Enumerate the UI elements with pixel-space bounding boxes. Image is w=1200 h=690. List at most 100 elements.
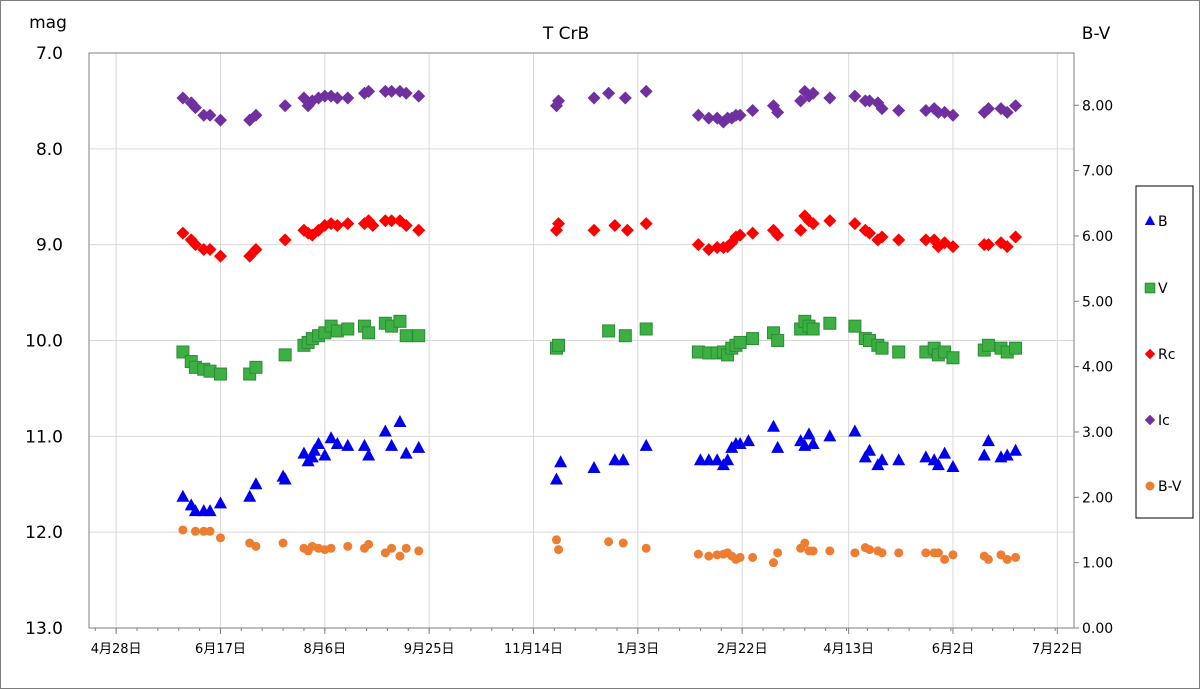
data-point-b-v bbox=[921, 548, 931, 558]
data-point-ic bbox=[946, 108, 960, 122]
data-point-b bbox=[1000, 448, 1014, 461]
data-point-b bbox=[330, 437, 344, 449]
data-point-ic bbox=[794, 94, 808, 108]
data-point-rc bbox=[981, 238, 995, 252]
data-point-b-v bbox=[551, 535, 561, 545]
data-point-b bbox=[176, 489, 190, 502]
data-point-b-v bbox=[825, 546, 835, 556]
data-point-b bbox=[608, 453, 622, 466]
data-point-b bbox=[324, 431, 338, 444]
data-point-b bbox=[357, 438, 371, 451]
data-point-b bbox=[393, 414, 407, 427]
legend-label-b-v: B-V bbox=[1158, 479, 1182, 495]
data-point-b-v bbox=[808, 546, 818, 556]
data-point-b-v bbox=[773, 548, 783, 558]
data-point-b bbox=[802, 427, 816, 440]
data-point-b-v bbox=[326, 543, 336, 553]
data-point-ic bbox=[602, 86, 616, 100]
data-point-b bbox=[213, 496, 227, 509]
data-point-b-v bbox=[414, 546, 424, 556]
data-point-b-v bbox=[894, 548, 904, 558]
data-point-b-v bbox=[190, 526, 200, 536]
data-point-b bbox=[378, 424, 392, 437]
data-point-b bbox=[721, 453, 735, 466]
data-point-b-v bbox=[215, 533, 225, 543]
data-point-b-v bbox=[800, 538, 810, 548]
data-point-ic bbox=[249, 108, 263, 122]
data-point-b bbox=[278, 472, 292, 485]
data-point-b-v bbox=[278, 538, 288, 548]
marks-layer bbox=[176, 84, 1023, 568]
data-point-b bbox=[806, 437, 820, 449]
data-point-b bbox=[297, 446, 311, 459]
data-point-v bbox=[1009, 341, 1023, 355]
data-point-rc bbox=[946, 240, 960, 254]
data-point-rc bbox=[203, 242, 217, 256]
data-point-b-v bbox=[364, 539, 374, 549]
data-point-v bbox=[618, 329, 632, 343]
data-point-v bbox=[848, 319, 862, 333]
legend-marker-rc bbox=[1144, 348, 1156, 360]
data-point-b-v bbox=[948, 550, 958, 560]
data-point-ic bbox=[362, 84, 376, 98]
data-point-b bbox=[771, 440, 785, 453]
data-point-b bbox=[946, 460, 960, 472]
data-point-b-v bbox=[618, 538, 628, 548]
data-point-rc bbox=[733, 228, 747, 242]
data-point-rc bbox=[691, 238, 705, 252]
data-point-rc bbox=[278, 233, 292, 247]
data-point-b bbox=[249, 477, 263, 490]
data-point-b bbox=[938, 446, 952, 459]
data-point-rc bbox=[552, 217, 566, 231]
data-point-b-v bbox=[850, 548, 860, 558]
data-point-b bbox=[710, 453, 724, 466]
data-point-v bbox=[393, 314, 407, 328]
chart-title: T CrB bbox=[542, 24, 589, 44]
data-point-v bbox=[892, 345, 906, 359]
data-point-b-v bbox=[996, 550, 1006, 560]
data-point-rc bbox=[1000, 240, 1014, 254]
data-point-ic bbox=[823, 91, 837, 105]
y-left-tick-label: 10.0 bbox=[25, 332, 63, 352]
y-right-tick-label: 0.00 bbox=[1082, 621, 1113, 637]
x-tick-label: 8月6日 bbox=[304, 642, 347, 657]
right-axis-title: B-V bbox=[1082, 24, 1111, 44]
legend-marker-v bbox=[1144, 282, 1156, 294]
data-point-v bbox=[875, 341, 889, 355]
x-tick-label: 1月3日 bbox=[617, 642, 660, 657]
data-point-ic bbox=[341, 91, 355, 105]
data-point-b-v bbox=[401, 543, 411, 553]
data-point-b-v bbox=[877, 548, 887, 558]
data-point-ic bbox=[203, 108, 217, 122]
plot-area-border bbox=[88, 52, 1075, 629]
data-point-b bbox=[693, 453, 707, 466]
data-point-b bbox=[549, 472, 563, 485]
y-right-tick-label: 7.00 bbox=[1082, 164, 1113, 180]
data-point-b bbox=[848, 424, 862, 437]
data-point-b-v bbox=[735, 552, 745, 562]
y-right-tick-label: 3.00 bbox=[1082, 425, 1113, 441]
data-point-ic bbox=[806, 86, 820, 100]
legend-marker-ic bbox=[1144, 414, 1156, 426]
data-point-v bbox=[746, 332, 760, 346]
data-point-v bbox=[249, 360, 263, 374]
data-point-rc bbox=[341, 217, 355, 231]
data-point-v bbox=[602, 324, 616, 338]
data-point-rc bbox=[608, 219, 622, 232]
data-point-rc bbox=[249, 242, 263, 256]
data-point-b bbox=[862, 443, 876, 456]
data-point-rc bbox=[771, 228, 785, 242]
data-point-ic bbox=[1009, 99, 1023, 113]
data-point-ic bbox=[981, 102, 995, 116]
y-right-tick-label: 1.00 bbox=[1082, 556, 1113, 572]
data-point-ic bbox=[746, 104, 760, 117]
y-left-tick-label: 8.0 bbox=[36, 140, 63, 160]
data-point-b bbox=[554, 455, 568, 468]
data-point-b bbox=[587, 460, 601, 473]
axis-layer: 7.0 8.0 9.0 10.0 11.0 12.0 13.0 0.00 1.00 2.00 3.0… bbox=[25, 44, 1113, 657]
data-point-rc bbox=[399, 219, 413, 232]
data-point-b-v bbox=[205, 526, 215, 536]
grid-layer bbox=[89, 53, 1074, 628]
data-point-ic bbox=[639, 84, 653, 98]
y-left-tick-label: 9.0 bbox=[36, 236, 63, 256]
